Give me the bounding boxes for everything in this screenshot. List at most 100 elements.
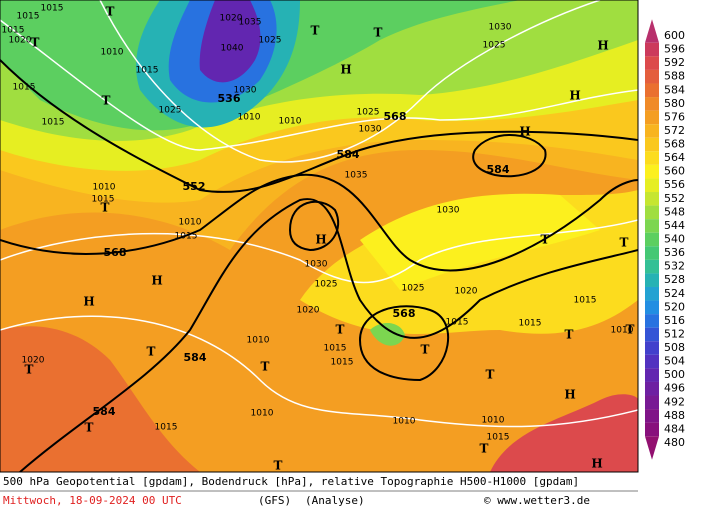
colorbar-label: 496 (664, 382, 685, 395)
contours (0, 0, 638, 472)
pressure-label: 1020 (455, 287, 478, 297)
footer-copyright: © www.wetter3.de (484, 494, 590, 507)
pressure-label: 1010 (238, 113, 261, 123)
pressure-label: 1010 (393, 417, 416, 427)
map-frame (0, 0, 639, 473)
geopotential-line (0, 173, 638, 272)
colorbar-swatch (645, 314, 659, 328)
colorbar-label: 560 (664, 165, 685, 178)
pressure-label: 1010 (179, 218, 202, 228)
isobar (99, 0, 601, 163)
colorbar-swatch (645, 124, 659, 138)
colorbar-label: 536 (664, 246, 685, 259)
pressure-center: H (340, 63, 351, 77)
pressure-center: T (374, 26, 383, 40)
geopotential-label: 568 (393, 307, 416, 320)
pressure-label: 1010 (279, 117, 302, 127)
colorbar-swatch (645, 137, 659, 152)
colorbar-label: 548 (664, 205, 685, 218)
pressure-label: 1015 (331, 358, 354, 368)
pressure-center: H (315, 233, 326, 247)
isobar (0, 315, 638, 428)
pressure-center: T (480, 442, 489, 456)
colorbar-swatch (645, 192, 659, 206)
geopotential-label: 584 (93, 405, 116, 418)
colorbar-label: 552 (664, 192, 685, 205)
pressure-label: 1020 (9, 36, 32, 46)
colorbar-swatch (645, 300, 659, 315)
pressure-center: H (151, 274, 162, 288)
pressure-label: 1015 (41, 4, 64, 14)
colorbar-swatch (645, 273, 659, 287)
pressure-label: 1015 (155, 423, 178, 433)
colorbar-swatch (645, 354, 659, 369)
colorbar-label: 544 (664, 219, 685, 232)
pressure-center: T (486, 368, 495, 382)
colorbar-swatch (645, 178, 659, 193)
colorbar-label: 580 (664, 97, 685, 110)
colorbar-swatch (645, 409, 659, 423)
colorbar-label: 516 (664, 314, 685, 327)
pressure-label: 1030 (234, 86, 257, 96)
colorbar-label: 480 (664, 436, 685, 449)
pressure-center: H (569, 89, 580, 103)
geopotential-line (358, 305, 449, 382)
geopotential-label: 584 (184, 351, 207, 364)
pressure-center: H (83, 295, 94, 309)
pressure-center: T (106, 5, 115, 19)
colorbar-swatch (645, 395, 659, 410)
pressure-label: 1035 (239, 18, 262, 28)
footer-run: (Analyse) (305, 494, 365, 507)
pressure-center: T (101, 201, 110, 215)
pressure-label: 1030 (305, 260, 328, 270)
colorbar-label: 584 (664, 83, 685, 96)
pressure-label: 1025 (357, 108, 380, 118)
pressure-label: 1020 (220, 14, 243, 24)
isobar (0, 219, 638, 284)
colorbar-label: 528 (664, 273, 685, 286)
pressure-center: T (565, 328, 574, 342)
pressure-label: 1010 (251, 409, 274, 419)
pressure-label: 1015 (519, 319, 542, 329)
pressure-label: 1015 (13, 83, 36, 93)
colorbar-swatch (645, 56, 659, 70)
colorbar-label: 564 (664, 151, 685, 164)
pressure-center: T (311, 24, 320, 38)
colorbar-swatch (645, 327, 659, 342)
colorbar-label: 492 (664, 395, 685, 408)
pressure-label: 1015 (2, 26, 25, 36)
colorbar-swatch (645, 341, 659, 355)
colorbar-swatch (645, 110, 659, 125)
colorbar-label: 600 (664, 29, 685, 42)
footer-model: (GFS) (258, 494, 291, 507)
colorbar-swatch (645, 219, 659, 233)
pressure-label: 1015 (574, 296, 597, 306)
colorbar-label: 596 (664, 43, 685, 56)
colorbar-label: 588 (664, 70, 685, 83)
pressure-center: T (421, 343, 430, 357)
pressure-label: 1025 (259, 36, 282, 46)
pressure-label: 1015 (487, 433, 510, 443)
geopotential-line (472, 134, 547, 178)
pressure-label: 1015 (136, 66, 159, 76)
pressure-label: 1030 (437, 206, 460, 216)
colorbar-label: 520 (664, 300, 685, 313)
pressure-label: 1040 (221, 44, 244, 54)
colorbar-label: 504 (664, 355, 685, 368)
pressure-label: 1030 (359, 125, 382, 135)
pressure-center: T (626, 323, 635, 337)
footer-date: Mittwoch, 18-09-2024 00 UTC (3, 494, 182, 507)
pressure-label: 1015 (92, 195, 115, 205)
colorbar-label: 556 (664, 178, 685, 191)
geopotential-label: 568 (104, 246, 127, 259)
colorbar-label: 488 (664, 409, 685, 422)
colorbar-label: 532 (664, 260, 685, 273)
footer: 500 hPa Geopotential [gpdam], Bodendruck… (0, 475, 638, 507)
colorbar-label: 540 (664, 233, 685, 246)
pressure-label: 1015 (175, 232, 198, 242)
map-labels: 5525685845845685685845845361015101510151… (2, 4, 635, 473)
colorbar-label: 500 (664, 368, 685, 381)
colorbar-swatch (645, 164, 659, 179)
pressure-center: T (336, 323, 345, 337)
pressure-label: 1015 (17, 12, 40, 22)
